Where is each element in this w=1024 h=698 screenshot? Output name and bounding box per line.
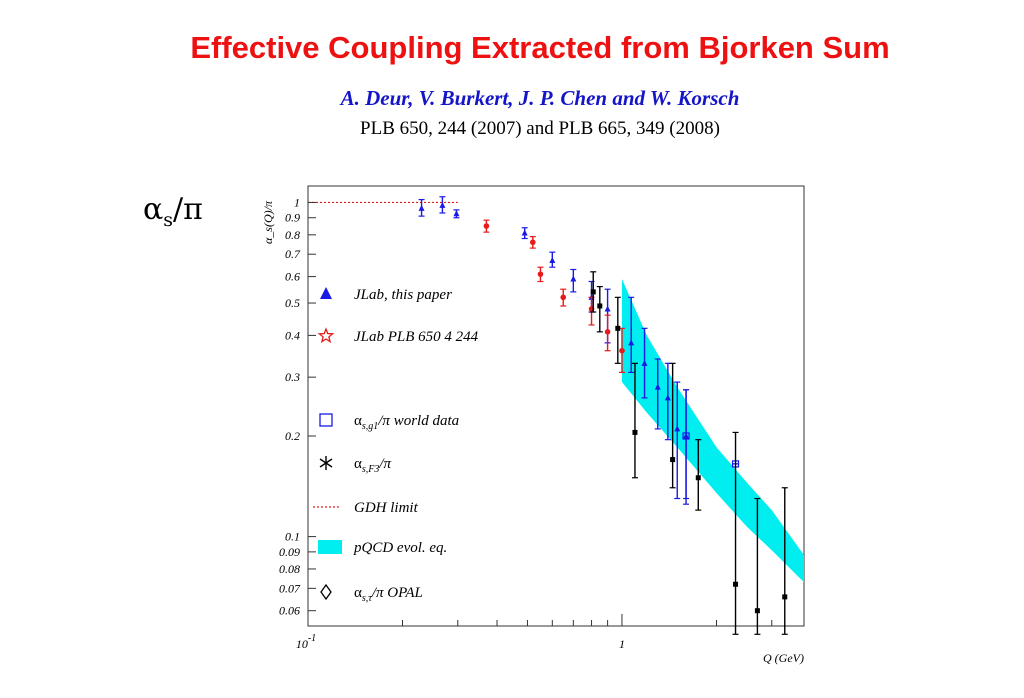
data-point (597, 303, 603, 309)
legend-rest: /π (378, 456, 391, 472)
authors: A. Deur, V. Burkert, J. P. Chen and W. K… (340, 86, 740, 110)
legend-alpha: α (354, 585, 362, 601)
legend-rest: /π world data (377, 413, 459, 429)
pqcd-band (621, 279, 804, 583)
legend-label: αs,τ/π OPAL (354, 585, 423, 604)
data-point (682, 432, 690, 440)
y-tick-label: 0.5 (285, 296, 300, 310)
y-tick-label: 0.4 (285, 328, 300, 342)
legend-star-icon (317, 327, 335, 344)
legend-rest: /π OPAL (371, 585, 423, 601)
legend-triangle-icon (320, 287, 332, 299)
y-axis-label: α_s(Q)/π (261, 200, 275, 244)
y-tick-label: 0.08 (279, 562, 300, 576)
data-point (670, 457, 676, 463)
data-point (695, 475, 701, 481)
asterisk-stroke (319, 458, 333, 468)
data-point (782, 594, 788, 600)
legend-alpha: α (354, 456, 362, 472)
legend-label: αs,F3/π (354, 456, 392, 475)
x-tick-exponent: -1 (308, 633, 316, 644)
x-tick-label: 1 (619, 637, 625, 651)
legend-diamond-icon (320, 583, 332, 601)
y-tick-label: 0.1 (285, 530, 300, 544)
y-tick-label: 0.7 (285, 247, 301, 261)
data-point (483, 223, 490, 229)
legend-band-icon (318, 540, 342, 554)
legend-asterisk-icon (319, 456, 333, 470)
data-point (570, 275, 577, 282)
y-tick-label: 0.9 (285, 211, 300, 225)
data-point (590, 289, 596, 295)
legend-label: αs,g1/π world data (354, 413, 459, 432)
data-point (418, 204, 425, 211)
y-tick-label: 0.06 (279, 604, 300, 618)
data-point (664, 394, 671, 401)
x-tick-label: 10-1 (296, 633, 316, 651)
y-tick-label: 0.3 (285, 370, 300, 384)
y-tick-label: 0.09 (279, 545, 300, 559)
data-point (641, 359, 648, 366)
y-tick-label: 0.2 (285, 429, 300, 443)
data-point (530, 239, 536, 246)
legend-label: pQCD evol. eq. (353, 540, 447, 556)
slide-label-suffix: /π (173, 192, 203, 227)
data-point (615, 325, 621, 331)
data-point (654, 383, 661, 390)
reference: PLB 650, 244 (2007) and PLB 665, 349 (20… (360, 118, 720, 139)
slide-label-symbol: α (143, 192, 164, 227)
page-title: Effective Coupling Extracted from Bjorke… (190, 30, 890, 65)
data-point (632, 429, 638, 435)
y-tick-label: 1 (294, 195, 300, 209)
data-point (619, 347, 625, 354)
x-axis-label: Q (GeV) (763, 651, 804, 665)
alpha-over-pi-label: αs/π (143, 192, 203, 231)
y-tick-label: 0.07 (279, 581, 301, 595)
y-tick-label: 0.6 (285, 270, 300, 284)
data-point (628, 339, 635, 346)
legend-alpha: α (354, 413, 362, 429)
data-point (453, 210, 460, 217)
legend-label: JLab PLB 650 4 244 (354, 329, 479, 345)
data-point (439, 201, 446, 208)
data-point (604, 329, 611, 335)
slide-label-subscript: s (163, 209, 174, 231)
legend-subscript: s,g1 (362, 421, 378, 432)
y-tick-label: 0.8 (285, 228, 300, 242)
legend-square-icon (319, 413, 333, 427)
data-point (549, 257, 556, 264)
legend-subscript: s,τ (362, 593, 372, 604)
data-point (674, 425, 681, 432)
data-point (537, 271, 544, 277)
legend-subscript: s,F3 (362, 464, 380, 475)
data-point (733, 581, 739, 587)
data-point (560, 294, 567, 301)
legend-label: GDH limit (354, 500, 419, 516)
data-point (604, 305, 611, 312)
plot-frame (307, 185, 805, 627)
legend-label: JLab, this paper (354, 287, 452, 303)
data-point (754, 608, 760, 614)
data-point (521, 229, 528, 236)
